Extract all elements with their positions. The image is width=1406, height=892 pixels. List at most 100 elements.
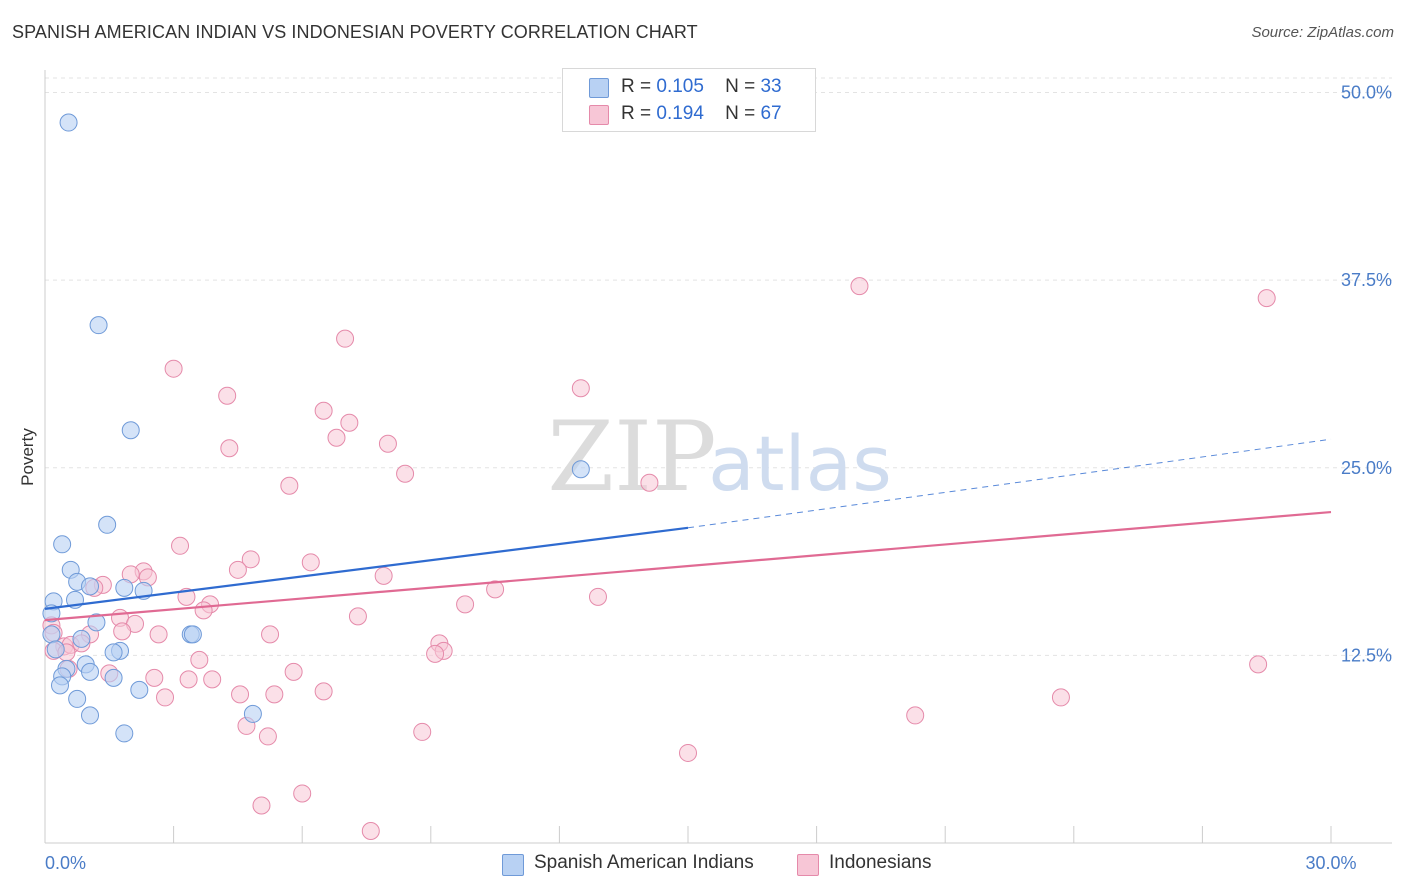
indonesians-point [252,796,271,815]
spanish-american-indians-point [68,689,87,708]
indonesians-point [426,644,445,663]
indonesians-point [220,439,239,458]
spanish-american-indians-point [243,704,262,723]
legend-label: Indonesians [829,852,932,873]
spanish-american-indians-point [104,643,123,662]
indonesians-point [156,688,175,707]
watermark-zip: ZIP [547,401,716,513]
indonesians-point [164,359,183,378]
indonesians-point [588,587,607,606]
spanish-american-indians-point [89,316,108,335]
trend-lines [44,438,1332,622]
watermark: ZIP atlas [547,401,891,513]
indonesians-point [361,821,380,840]
indonesians-point [171,536,190,555]
spanish-american-indians-point [81,662,100,681]
indonesians-point [190,650,209,669]
x-tick-label: 30.0% [1305,853,1356,873]
indonesians-point [640,473,659,492]
source-label: Source: ZipAtlas.com [1251,24,1394,41]
x-tick-label: 0.0% [45,853,86,873]
indonesians-point [378,434,397,453]
indonesians-point [1249,655,1268,674]
legend-r-value: 0.194 [656,103,704,124]
spanish-american-indians-point [98,515,117,534]
indonesians-point [228,560,247,579]
legend-swatch-pink [589,105,609,125]
legend-r-label: R = [621,76,652,97]
legend-swatch-blue [589,78,609,98]
y-tick-label: 50.0% [1341,83,1392,103]
indonesians-point [340,413,359,432]
indonesians-point [314,682,333,701]
tick-labels: 12.5% 25.0% 37.5% 50.0% 0.0% 30.0% [45,83,1392,873]
legend-n-value: 33 [760,76,782,97]
spanish-american-indians-point [115,724,134,743]
spanish-american-indians-point [59,113,78,132]
indonesians-point [348,607,367,626]
indonesians-point [413,722,432,741]
spanish-american-indians-point [87,613,106,632]
legend-r-value: 0.105 [656,76,704,97]
indonesians-point [1051,688,1070,707]
indonesians-point [145,668,164,687]
indonesians-point [280,476,299,495]
spanish-american-indians-trend-extension [687,438,1332,529]
spanish-american-indians-point [42,625,61,644]
y-tick-label: 25.0% [1341,458,1392,478]
indonesians-point [679,743,697,762]
indonesians-point [314,401,333,420]
spanish-american-indians-point [121,421,140,440]
spanish-american-indians-point [81,577,100,596]
indonesians-point [327,428,346,447]
spanish-american-indians-point [115,578,134,597]
axes [44,70,1392,844]
legend-label: Spanish American Indians [534,852,754,873]
indonesians-point [218,386,237,405]
spanish-american-indians-point [183,625,202,644]
spanish-american-indians-point [51,676,70,695]
indonesians-point [396,464,415,483]
indonesians-point [486,580,505,599]
indonesians-point [265,685,284,704]
indonesians-point [261,625,280,644]
indonesians-point [179,670,198,689]
spanish-american-indians-points [42,113,590,743]
spanish-american-indians-point [130,680,149,699]
gridlines [45,77,1392,656]
legend-n-value: 67 [760,103,782,124]
indonesians-point [241,550,260,569]
indonesians-point [113,622,132,641]
spanish-american-indians-point [104,668,123,687]
indonesians-point [301,553,320,572]
legend-n-label: N = [725,103,756,124]
indonesians-trend [44,510,1332,622]
correlation-legend: R = 0.105 N = 33 R = 0.194 N = 67 [562,68,816,132]
indonesians-point [1257,289,1276,308]
legend-n-label: N = [725,76,756,97]
indonesians-point [456,595,475,614]
legend-swatch-pink [797,854,819,876]
indonesians-point [231,685,250,704]
y-tick-label: 37.5% [1341,270,1392,290]
spanish-american-indians-point [72,629,91,648]
indonesians-point [284,662,303,681]
spanish-american-indians-point [81,706,100,725]
indonesians-point [293,784,312,803]
indonesians-point [850,277,869,296]
indonesians-point [149,625,168,644]
spanish-american-indians-point [571,460,590,479]
watermark-atlas: atlas [708,419,892,508]
indonesians-point [571,379,590,398]
spanish-american-indians-point [46,640,65,659]
indonesians-point [203,670,222,689]
indonesians-points [42,277,1276,840]
chart-title: SPANISH AMERICAN INDIAN VS INDONESIAN PO… [12,22,698,42]
indonesians-point [906,706,925,725]
indonesians-point [336,329,355,348]
legend-r-label: R = [621,103,652,124]
series-legend: Spanish American Indians Indonesians [0,852,1406,878]
indonesians-point [194,601,213,620]
spanish-american-indians-point [53,535,72,554]
